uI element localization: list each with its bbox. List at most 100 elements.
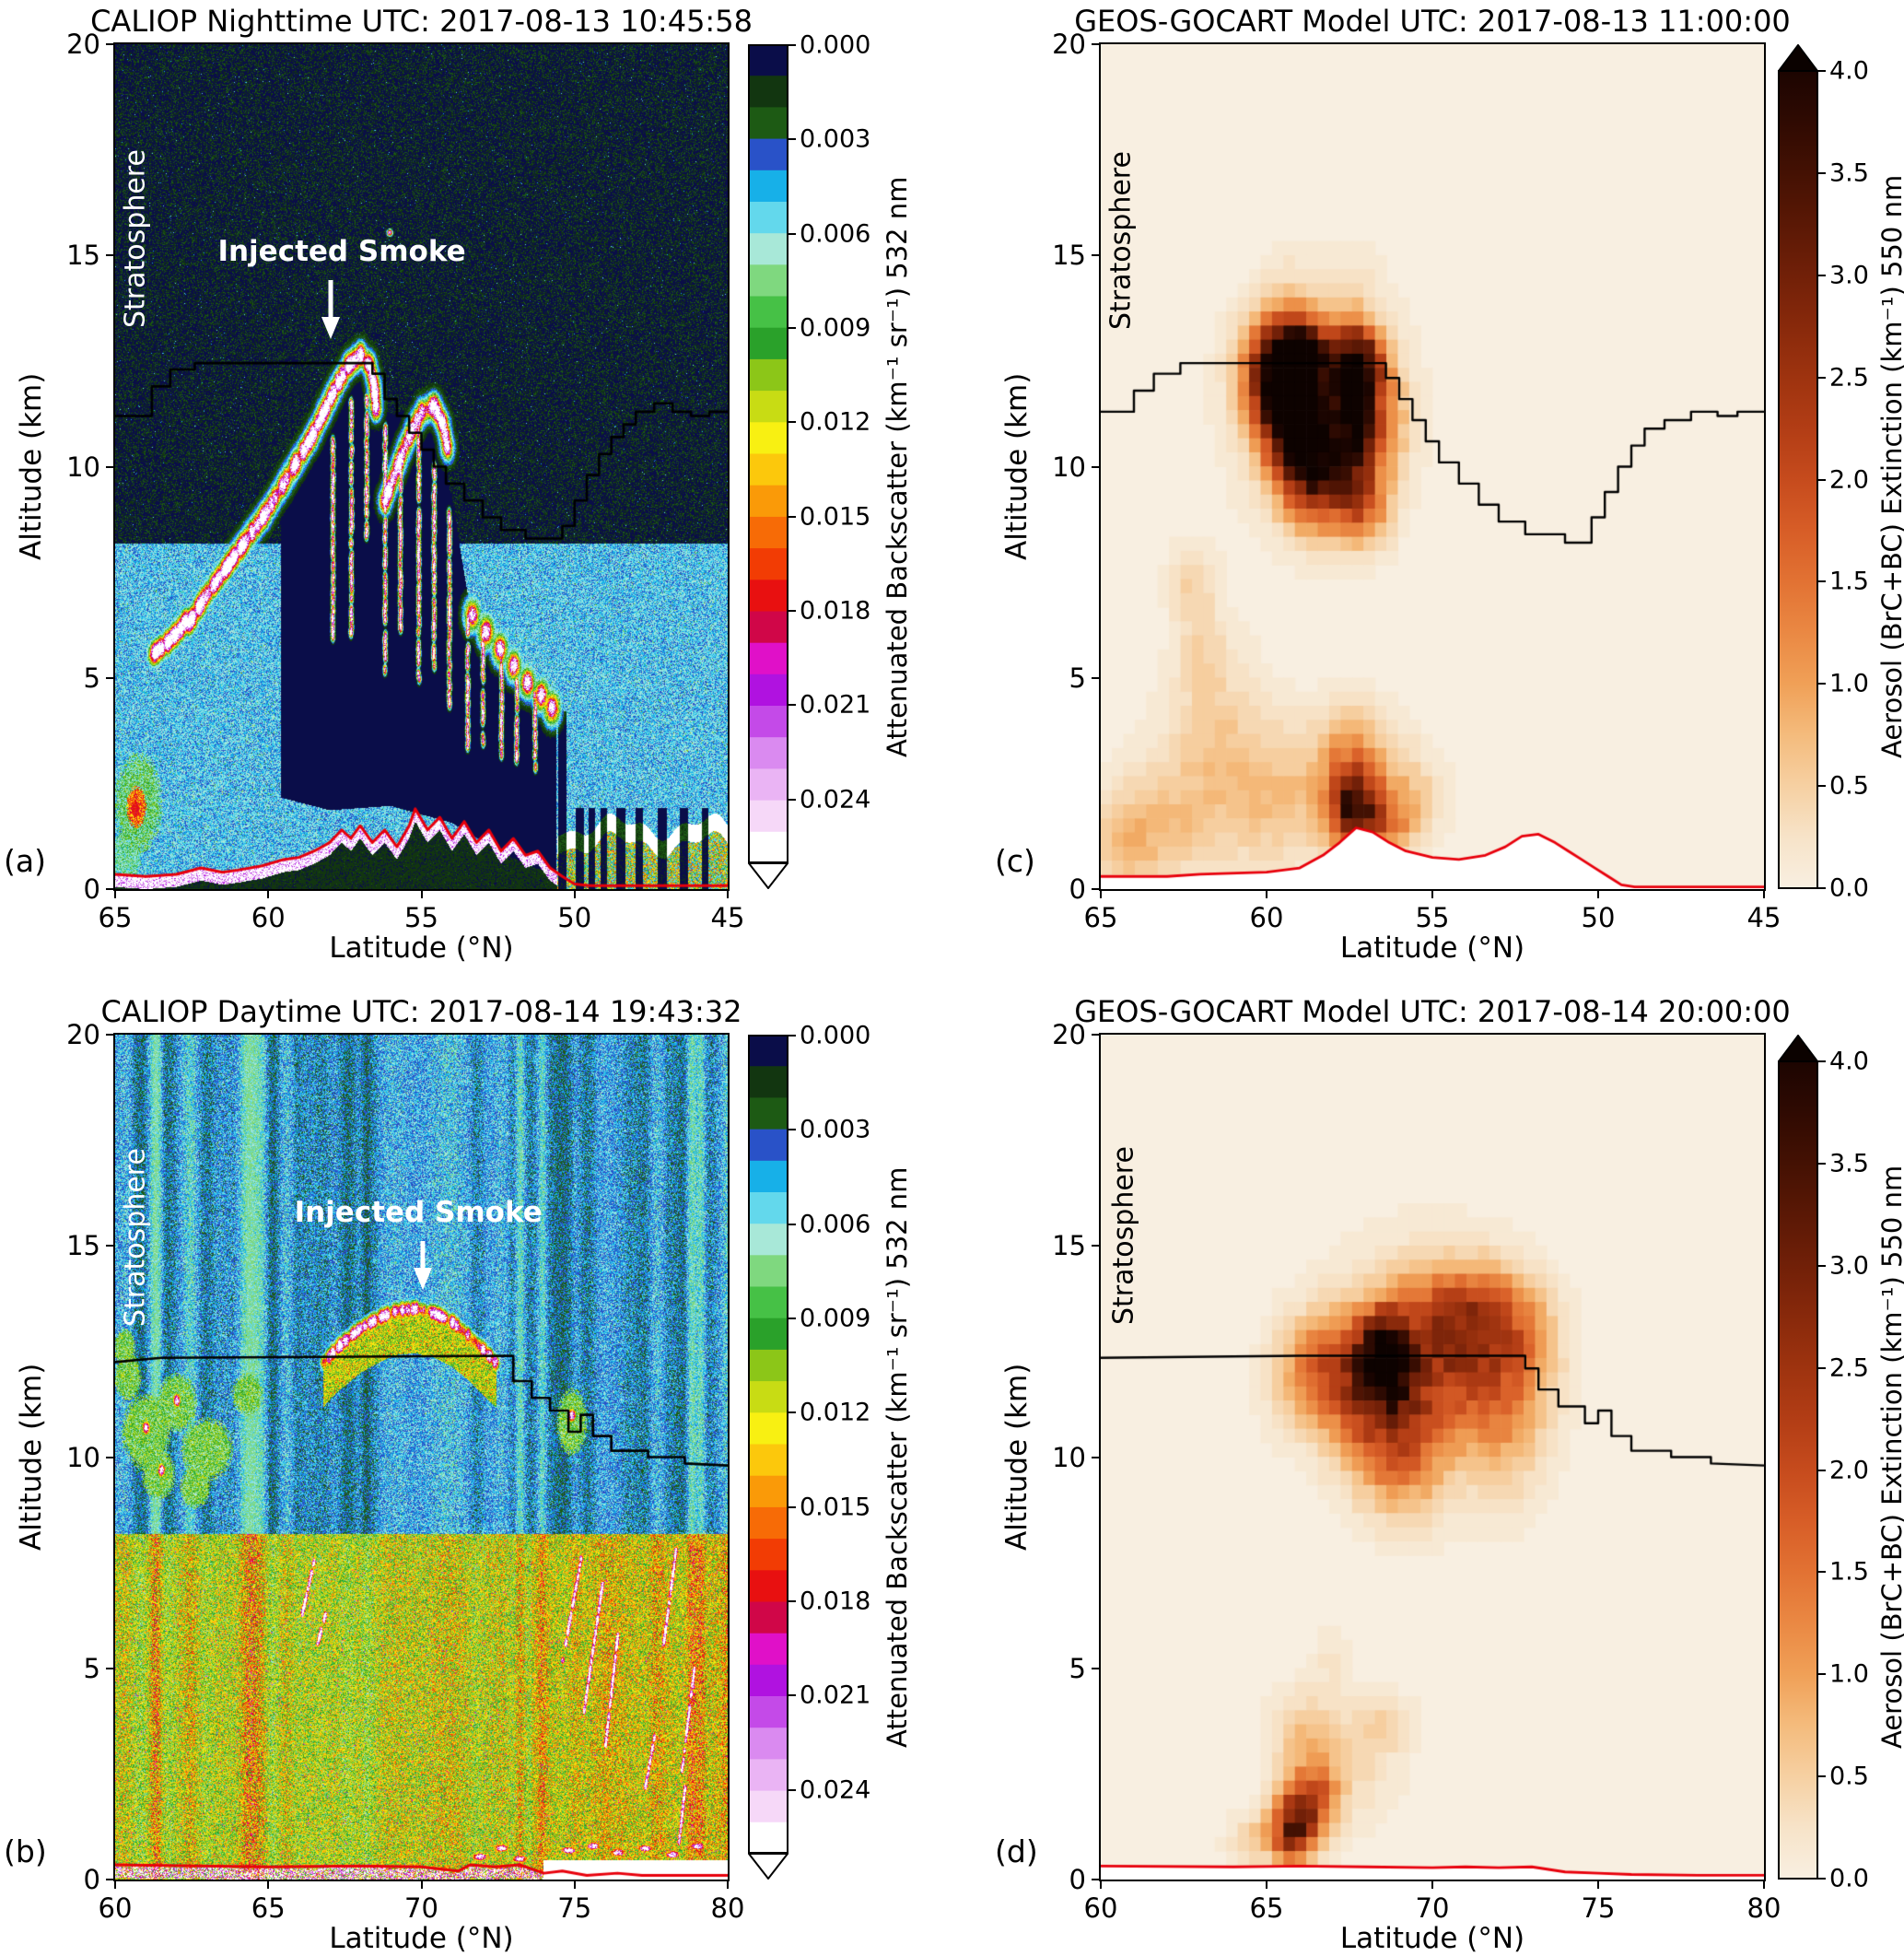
colorbar-tick-label: 4.0 bbox=[1829, 1047, 1869, 1076]
panel-b-stratosphere-label: Stratosphere bbox=[119, 1148, 152, 1328]
colorbar-tick-mark bbox=[788, 1411, 796, 1414]
colorbar-tick-label: 3.5 bbox=[1829, 1149, 1869, 1178]
x-tick-label: 60 bbox=[98, 1892, 133, 1924]
colorbar-extend-arrow-icon bbox=[1777, 43, 1819, 72]
colorbar-tick-mark bbox=[1818, 1878, 1826, 1880]
extinction-colorbar bbox=[1777, 1034, 1819, 1880]
colorbar-tick-mark bbox=[1818, 274, 1826, 276]
colorbar-tick-label: 1.5 bbox=[1829, 567, 1869, 596]
panel-b-corner-label: (b) bbox=[4, 1833, 47, 1869]
panel-b-plot-area: Stratosphere Injected Smoke bbox=[115, 1035, 728, 1880]
panel-c-x-axis-label: Latitude (°N) bbox=[1339, 931, 1525, 965]
colorbar-tick-label: 1.5 bbox=[1829, 1557, 1869, 1587]
x-tick-mark bbox=[1100, 1880, 1102, 1889]
panel-d-plot-area: Stratosphere bbox=[1101, 1035, 1764, 1880]
backscatter-colorbar-title: Attenuated Backscatter (km⁻¹ sr⁻¹) 532 n… bbox=[882, 1166, 913, 1748]
x-tick-label: 75 bbox=[557, 1892, 592, 1924]
colorbar-tick-mark bbox=[788, 515, 796, 518]
colorbar-tick-mark bbox=[1818, 1775, 1826, 1778]
y-tick-mark bbox=[106, 465, 115, 468]
colorbar-tick-mark bbox=[788, 1223, 796, 1225]
x-tick-mark bbox=[267, 1880, 270, 1889]
panel-b-injected-smoke-label: Injected Smoke bbox=[294, 1195, 543, 1229]
panel-c-stratosphere-label: Stratosphere bbox=[1104, 151, 1138, 331]
x-tick-label: 50 bbox=[557, 902, 592, 933]
colorbar-tick-mark bbox=[788, 1694, 796, 1697]
y-tick-label: 10 bbox=[1052, 451, 1086, 483]
colorbar-tick-label: 0.003 bbox=[800, 1115, 871, 1144]
y-tick-label: 15 bbox=[66, 240, 100, 272]
y-tick-label: 0 bbox=[1069, 873, 1086, 905]
extinction-colorbar-title: Aerosol (BrC+BC) Extinction (km⁻¹) 550 n… bbox=[1876, 174, 1904, 759]
y-tick-mark bbox=[1092, 254, 1101, 257]
y-tick-mark bbox=[106, 43, 115, 45]
colorbar-tick-mark bbox=[1818, 478, 1826, 481]
colorbar-tick-mark bbox=[788, 232, 796, 235]
panel-a-injected-smoke-label: Injected Smoke bbox=[217, 234, 466, 268]
y-tick-label: 0 bbox=[83, 873, 100, 905]
down-arrow-icon bbox=[321, 280, 341, 340]
colorbar-tick-mark bbox=[1818, 1264, 1826, 1267]
y-tick-mark bbox=[106, 254, 115, 257]
colorbar-tick-mark bbox=[788, 1035, 796, 1037]
y-tick-label: 20 bbox=[66, 29, 100, 60]
colorbar-tick-label: 0.018 bbox=[800, 596, 871, 626]
colorbar-tick-mark bbox=[1818, 376, 1826, 379]
colorbar-tick-label: 0.006 bbox=[800, 1210, 871, 1239]
x-tick-label: 50 bbox=[1581, 902, 1616, 933]
backscatter-colorbar-title: Attenuated Backscatter (km⁻¹ sr⁻¹) 532 n… bbox=[882, 176, 913, 757]
y-tick-mark bbox=[106, 1879, 115, 1880]
y-tick-mark bbox=[1092, 1456, 1101, 1458]
y-tick-label: 20 bbox=[66, 1019, 100, 1050]
panel-a-title: CALIOP Nighttime UTC: 2017-08-13 10:45:5… bbox=[90, 4, 753, 39]
colorbar-tick-mark bbox=[1818, 1571, 1826, 1574]
colorbar-tick-mark bbox=[788, 421, 796, 424]
panel-a-stratosphere-label: Stratosphere bbox=[119, 148, 152, 328]
x-tick-mark bbox=[1431, 889, 1433, 898]
y-tick-mark bbox=[1092, 1245, 1101, 1247]
colorbar-tick-label: 0.009 bbox=[800, 313, 871, 343]
panel-b-heatmap-canvas bbox=[115, 1035, 728, 1880]
colorbar-tick-mark bbox=[1818, 887, 1826, 889]
y-tick-label: 10 bbox=[1052, 1441, 1086, 1473]
colorbar-tick-label: 3.5 bbox=[1829, 158, 1869, 188]
y-tick-label: 15 bbox=[1052, 1230, 1086, 1262]
x-tick-label: 60 bbox=[251, 902, 286, 933]
backscatter-colorbar-gradient bbox=[746, 1035, 790, 1880]
y-tick-mark bbox=[106, 676, 115, 679]
panel-c-heatmap-canvas bbox=[1101, 44, 1764, 889]
x-tick-label: 70 bbox=[1415, 1892, 1450, 1924]
colorbar-tick-mark bbox=[1818, 1162, 1826, 1165]
colorbar-tick-label: 1.0 bbox=[1829, 669, 1869, 698]
colorbar-tick-label: 0.0 bbox=[1829, 873, 1869, 903]
x-tick-label: 45 bbox=[710, 902, 745, 933]
x-tick-label: 65 bbox=[1083, 902, 1118, 933]
y-tick-label: 10 bbox=[66, 1441, 100, 1473]
colorbar-tick-mark bbox=[788, 1788, 796, 1791]
colorbar-tick-label: 2.0 bbox=[1829, 1456, 1869, 1484]
colorbar-tick-label: 0.000 bbox=[800, 30, 871, 60]
colorbar-tick-mark bbox=[788, 1129, 796, 1131]
colorbar-tick-label: 0.5 bbox=[1829, 771, 1869, 801]
colorbar-extend-arrow-icon bbox=[746, 862, 790, 890]
x-tick-mark bbox=[114, 1880, 116, 1889]
panel-c-y-axis-label: Altitude (km) bbox=[1000, 372, 1034, 561]
colorbar-tick-label: 2.0 bbox=[1829, 465, 1869, 494]
panel-d-heatmap-canvas bbox=[1101, 1035, 1764, 1880]
panel-a-y-axis-label: Altitude (km) bbox=[15, 372, 48, 561]
colorbar-tick-label: 0.012 bbox=[800, 1398, 871, 1427]
colorbar-tick-mark bbox=[1818, 580, 1826, 583]
panel-d-stratosphere-label: Stratosphere bbox=[1107, 1145, 1140, 1325]
colorbar-tick-mark bbox=[788, 798, 796, 801]
colorbar-extend-arrow-icon bbox=[1777, 1034, 1819, 1062]
x-tick-label: 75 bbox=[1581, 1892, 1616, 1924]
colorbar-tick-label: 0.024 bbox=[800, 1775, 871, 1805]
x-tick-mark bbox=[727, 1880, 729, 1889]
colorbar-tick-label: 0.021 bbox=[800, 1681, 871, 1710]
colorbar-tick-label: 0.000 bbox=[800, 1021, 871, 1050]
colorbar-tick-mark bbox=[788, 1318, 796, 1320]
x-tick-mark bbox=[1597, 889, 1599, 898]
y-tick-label: 0 bbox=[83, 1864, 100, 1895]
down-arrow-icon bbox=[414, 1241, 433, 1291]
x-tick-mark bbox=[1266, 889, 1267, 898]
